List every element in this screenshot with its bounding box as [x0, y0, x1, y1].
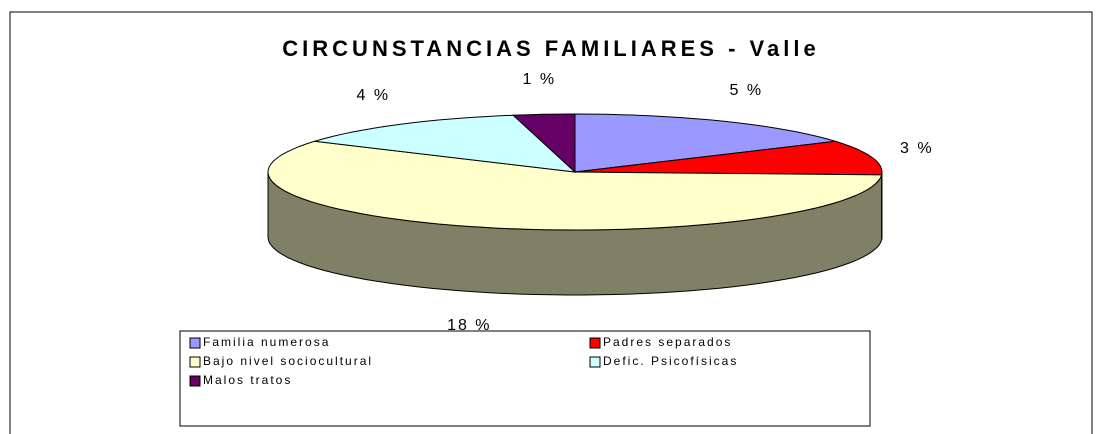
legend-label: Bajo nivel sociocultural — [203, 354, 373, 368]
value-label: 1 % — [522, 71, 556, 88]
legend-label: Padres separados — [603, 335, 732, 349]
pie-slice — [314, 114, 577, 173]
value-label: 3 % — [900, 140, 934, 157]
legend-swatch — [589, 356, 601, 368]
pie-slice — [574, 140, 883, 176]
value-label: 4 % — [357, 87, 391, 104]
value-label: 5 % — [730, 82, 764, 99]
legend-label: Familia numerosa — [203, 335, 330, 349]
legend-box — [179, 330, 871, 427]
pie-slice — [267, 140, 883, 231]
legend-swatch — [189, 337, 201, 349]
legend-swatch — [189, 375, 201, 387]
pie-slice — [574, 113, 836, 173]
legend-label: Malos tratos — [203, 373, 292, 387]
legend-swatch — [589, 337, 601, 349]
value-label: 18 % — [447, 317, 491, 334]
legend-swatch — [189, 356, 201, 368]
pie-slice — [511, 113, 576, 174]
chart-title: CIRCUNSTANCIAS FAMILIARES - Valle — [282, 36, 819, 61]
legend-label: Defic. Psicofísicas — [603, 354, 738, 368]
